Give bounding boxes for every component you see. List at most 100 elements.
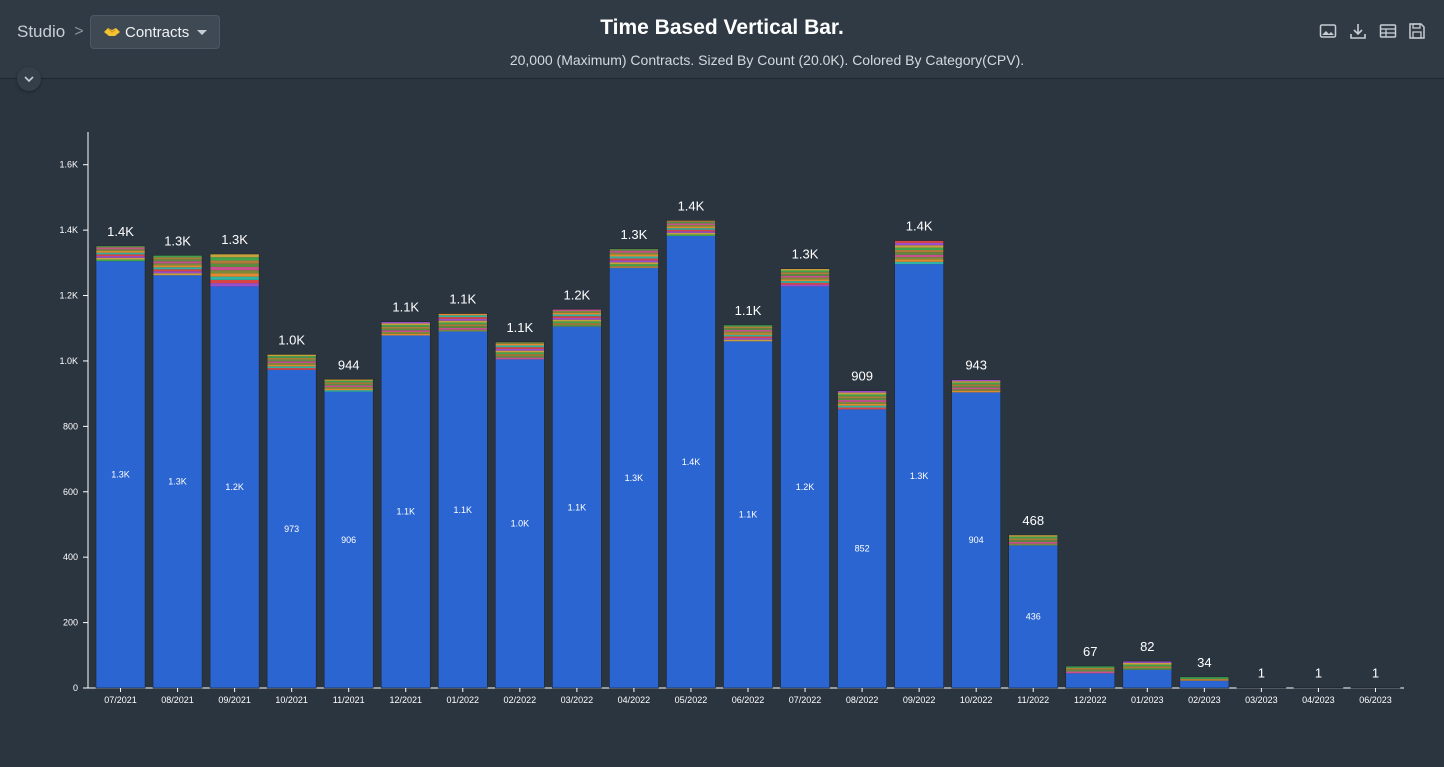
x-tick-label: 04/2022 [618,695,651,705]
bar-segment-other [95,247,146,250]
x-tick-label: 09/2021 [218,695,251,705]
bar-inner-label: 852 [855,544,870,554]
bar-total-label: 1.0K [278,332,305,347]
bar-inner-label: 1.3K [910,471,929,481]
bar-segment-other [723,333,773,335]
bar-segment-other [780,274,830,276]
download-icon[interactable] [1349,22,1367,40]
bar-segment-other [723,334,773,337]
bar-segment-other [723,326,773,329]
bar-segment-other [153,269,203,272]
bar-segment-other [95,245,146,248]
x-tick-label: 11/2021 [333,695,365,705]
bar-segment-other [723,331,773,334]
bar-segment-primary [1122,669,1172,688]
bar-segment-other [153,271,203,274]
bar-segment-other [837,390,887,393]
page-subtitle: 20,000 (Maximum) Contracts. Sized By Cou… [509,52,1025,68]
bar-inner-label: 904 [969,535,984,545]
dataset-selector-button[interactable]: Contracts [90,15,220,49]
bar-segment-other [381,325,431,327]
bar-segment-other [609,260,659,263]
bar-total-label: 1.1K [449,292,476,307]
bar-segment-other [438,329,488,332]
bar-segment-other [780,281,830,283]
bar-segment-other [837,396,887,399]
y-tick-label: 1.4K [59,225,78,235]
bar-segment-other [723,336,773,339]
chevron-down-icon [197,30,207,35]
bar-segment-other [381,323,431,326]
bar-segment-other [438,324,488,327]
bar-segment-other [780,282,830,285]
bar-total-label: 1.1K [506,320,533,335]
bar-total-label: 1.3K [792,247,819,262]
bar-segment-other [324,382,374,384]
bar-segment-other [894,254,944,258]
bar-segment-other [1122,666,1172,668]
bar-total-label: 1.1K [735,303,762,318]
y-tick-label: 200 [63,618,78,628]
x-tick-label: 03/2022 [561,695,594,705]
bar-segment-primary [609,268,659,688]
bar-segment-other [780,284,830,287]
bar-segment-other [666,231,716,233]
bar-total-label: 34 [1197,655,1211,670]
bar-segment-other [267,364,317,367]
bar-segment-other [381,331,431,334]
bar-segment-primary [951,392,1001,688]
bar-segment-other [723,328,773,330]
bar-segment-other [153,257,203,260]
image-icon[interactable] [1319,22,1337,40]
x-tick-label: 01/2023 [1131,695,1164,705]
bar-total-label: 943 [965,358,987,373]
breadcrumb-studio-link[interactable]: Studio [17,22,66,41]
x-tick-label: 02/2023 [1188,695,1221,705]
bar-segment-other [609,258,659,261]
bar-segment-other [381,328,431,331]
bar-total-label: 82 [1140,639,1154,654]
bar-segment-other [951,379,1001,382]
bar-segment-other [1008,543,1058,546]
x-tick-label: 01/2022 [447,695,480,705]
bar-segment-other [210,283,260,287]
bar-segment-primary [495,359,545,688]
bar-segment-other [153,273,203,276]
bar-total-label: 1 [1315,666,1322,681]
bar-segment-other [837,394,887,397]
save-icon[interactable] [1408,22,1426,40]
bar-segment-other [267,368,317,370]
x-tick-label: 12/2021 [389,695,422,705]
bar-segment-other [153,263,203,266]
bar-segment-other [153,267,203,270]
bar-segment-other [894,257,944,260]
bar-inner-label: 436 [1026,612,1041,622]
bar-segment-other [609,248,659,251]
bar-total-label: 1.4K [107,224,134,239]
bar-segment-other [837,407,887,410]
x-tick-label: 09/2022 [903,695,936,705]
bar-segment-other [609,266,659,269]
bar-segment-other [1179,678,1229,681]
bar-segment-other [267,366,317,369]
bar-segment-other [210,273,260,277]
table-view-icon[interactable] [1379,22,1397,40]
bar-segment-primary [1179,680,1229,688]
bar-segment-primary [210,286,260,688]
bar-segment-other [951,384,1001,386]
bar-segment-other [95,259,146,262]
collapse-toggle-button[interactable] [17,67,41,91]
bar-segment-other [609,250,659,253]
bar-segment-other [438,327,488,330]
bar-segment-other [324,380,374,383]
bar-segment-other [324,383,374,386]
bar-segment-primary [324,391,374,688]
x-tick-label: 10/2021 [275,695,308,705]
bar-segment-other [780,268,830,271]
bar-segment-other [894,250,944,253]
bar-segment-other [552,316,602,318]
y-tick-label: 600 [63,487,78,497]
bar-segment-other [1065,671,1115,674]
bar-total-label: 1.3K [221,232,248,247]
bar-segment-other [666,220,716,222]
